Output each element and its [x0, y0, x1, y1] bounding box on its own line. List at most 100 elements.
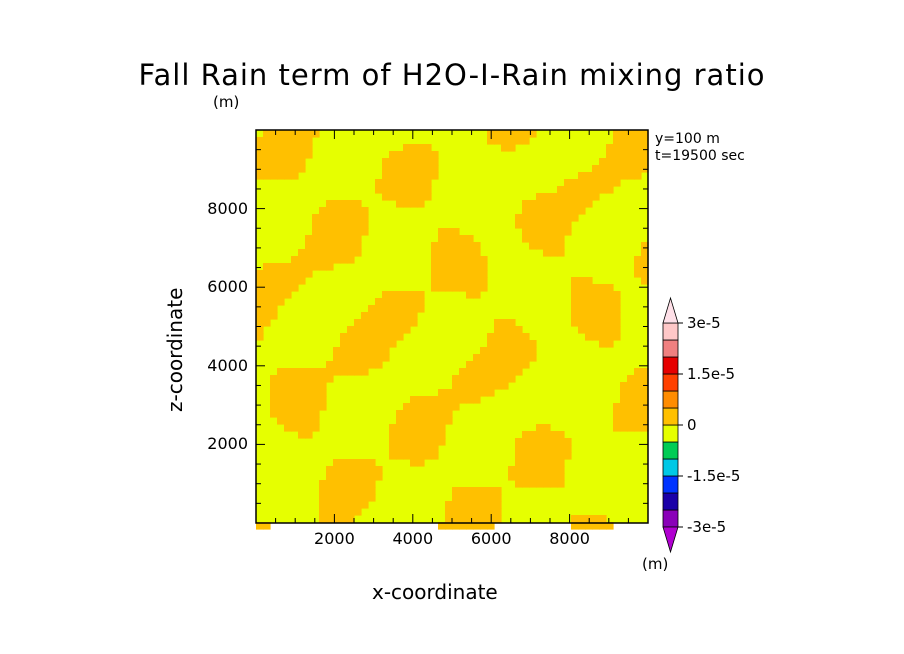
field-cell [536, 438, 544, 446]
y-unit-label: (m) [213, 93, 240, 111]
field-cell [445, 249, 453, 257]
field-cell [305, 151, 313, 159]
field-cell [277, 144, 285, 152]
field-cell [494, 361, 502, 369]
field-cell [641, 256, 649, 264]
field-cell [564, 200, 572, 208]
field-cell [417, 186, 425, 194]
field-cell [599, 319, 607, 327]
field-cell [354, 228, 362, 236]
field-cell [410, 158, 418, 166]
field-cell [354, 200, 362, 208]
field-cell [277, 375, 285, 383]
field-cell [319, 389, 327, 397]
field-cell [613, 424, 621, 432]
field-cell [620, 382, 628, 390]
field-cell [599, 522, 607, 530]
field-cell [305, 431, 313, 439]
field-cell [543, 249, 551, 257]
field-cell [452, 494, 460, 502]
field-cell [424, 144, 432, 152]
field-cell [361, 466, 369, 474]
field-cell [473, 389, 481, 397]
field-cell [620, 410, 628, 418]
field-cell [466, 263, 474, 271]
field-cell [620, 417, 628, 425]
field-cell [263, 165, 271, 173]
field-cell [396, 431, 404, 439]
field-cell [487, 382, 495, 390]
field-cell [606, 186, 614, 194]
field-cell [466, 382, 474, 390]
field-cell [424, 172, 432, 180]
field-cell [494, 382, 502, 390]
field-cell [536, 473, 544, 481]
field-cell [417, 431, 425, 439]
field-cell [396, 452, 404, 460]
field-cell [333, 200, 341, 208]
field-cell [333, 235, 341, 243]
field-cell [501, 368, 509, 376]
field-cell [417, 298, 425, 306]
field-cell [578, 319, 586, 327]
field-cell [529, 466, 537, 474]
field-cell [480, 494, 488, 502]
field-cell [452, 256, 460, 264]
field-cell [298, 263, 306, 271]
field-cell [613, 333, 621, 341]
field-cell [564, 207, 572, 215]
field-cell [347, 473, 355, 481]
field-cell [277, 389, 285, 397]
field-cell [641, 403, 649, 411]
field-cell [620, 389, 628, 397]
field-cell [319, 375, 327, 383]
colorbar-high-arrow [662, 296, 679, 324]
field-cell [347, 508, 355, 516]
field-cell [522, 333, 530, 341]
field-cell [431, 396, 439, 404]
field-cell [459, 508, 467, 516]
field-cell [270, 410, 278, 418]
field-cell [340, 473, 348, 481]
field-cell [620, 403, 628, 411]
field-cell [431, 249, 439, 257]
field-cell [347, 347, 355, 355]
field-cell [354, 221, 362, 229]
field-cell [557, 249, 565, 257]
field-cell [585, 172, 593, 180]
field-cell [298, 382, 306, 390]
field-cell [445, 256, 453, 264]
field-cell [375, 305, 383, 313]
field-cell [641, 130, 649, 138]
field-cell [508, 375, 516, 383]
field-cell [466, 235, 474, 243]
field-cell [627, 382, 635, 390]
field-cell [627, 424, 635, 432]
field-cell [508, 144, 516, 152]
field-cell [452, 228, 460, 236]
field-cell [424, 445, 432, 453]
field-cell [606, 172, 614, 180]
field-cell [256, 284, 264, 292]
field-cell [641, 151, 649, 159]
field-cell [473, 361, 481, 369]
field-cell [291, 368, 299, 376]
field-cell [445, 508, 453, 516]
field-cell [438, 228, 446, 236]
field-cell [347, 235, 355, 243]
field-cell [473, 249, 481, 257]
field-cell [466, 368, 474, 376]
field-cell [368, 480, 376, 488]
field-cell [277, 403, 285, 411]
field-cell [585, 319, 593, 327]
field-cell [319, 228, 327, 236]
field-cell [613, 165, 621, 173]
field-cell [417, 305, 425, 313]
field-cell [417, 144, 425, 152]
field-cell [529, 200, 537, 208]
field-cell [354, 466, 362, 474]
field-cell [361, 361, 369, 369]
field-cell [592, 186, 600, 194]
field-cell [347, 200, 355, 208]
field-cell [347, 487, 355, 495]
